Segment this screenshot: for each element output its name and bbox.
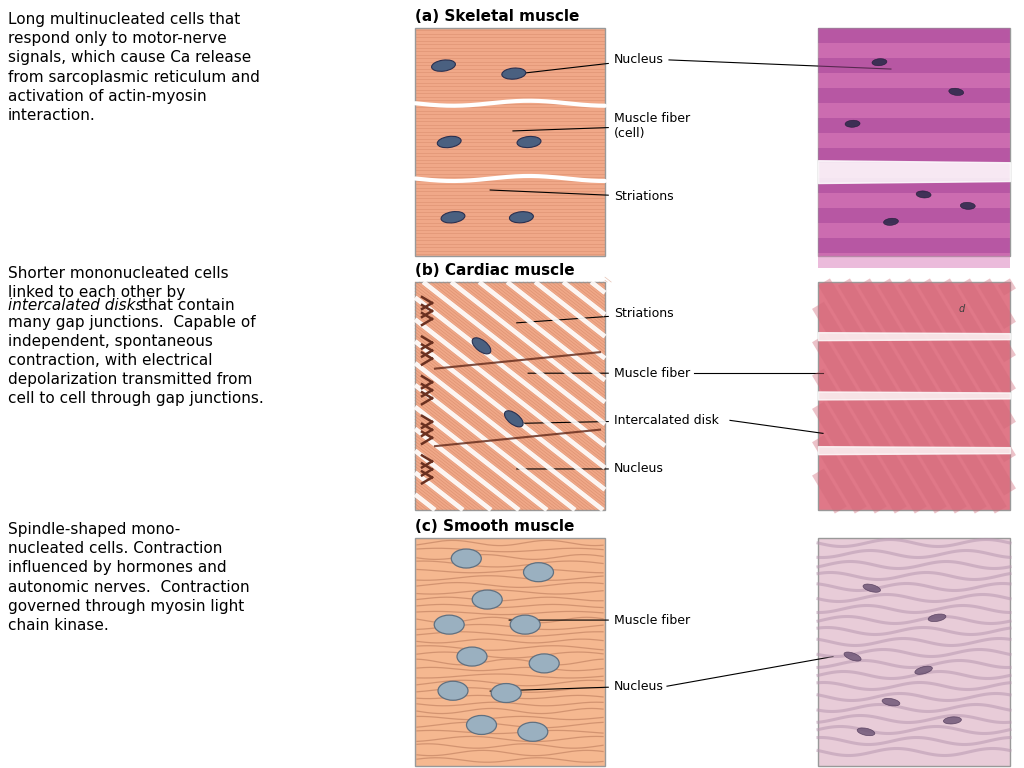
Bar xyxy=(818,88,1010,103)
Bar xyxy=(818,28,1010,43)
Text: Nucleus: Nucleus xyxy=(489,680,664,693)
Ellipse shape xyxy=(916,191,931,198)
Text: Striations: Striations xyxy=(489,190,674,204)
Bar xyxy=(818,193,1010,208)
Bar xyxy=(415,28,605,256)
Text: Muscle fiber: Muscle fiber xyxy=(509,614,690,627)
Ellipse shape xyxy=(457,647,487,666)
Bar xyxy=(818,163,1010,178)
Text: intercalated disks: intercalated disks xyxy=(8,298,143,313)
Bar xyxy=(818,538,1010,766)
Ellipse shape xyxy=(431,60,456,71)
Text: Muscle fiber
(cell): Muscle fiber (cell) xyxy=(513,112,690,140)
Text: d: d xyxy=(958,304,966,314)
Ellipse shape xyxy=(505,411,523,427)
Text: Shorter mononucleated cells
linked to each other by: Shorter mononucleated cells linked to ea… xyxy=(8,266,228,319)
Ellipse shape xyxy=(845,121,860,127)
Text: (a) Skeletal muscle: (a) Skeletal muscle xyxy=(415,9,580,24)
Ellipse shape xyxy=(844,652,861,661)
Ellipse shape xyxy=(884,218,898,225)
Ellipse shape xyxy=(467,716,497,734)
Bar xyxy=(818,223,1010,238)
Ellipse shape xyxy=(472,590,502,609)
Text: Intercalated disk: Intercalated disk xyxy=(522,414,719,427)
Text: Nucleus: Nucleus xyxy=(516,462,664,475)
Text: Nucleus: Nucleus xyxy=(522,54,664,73)
Text: that contain: that contain xyxy=(142,298,234,313)
Ellipse shape xyxy=(434,615,464,634)
Ellipse shape xyxy=(949,88,964,95)
Ellipse shape xyxy=(882,698,900,706)
Ellipse shape xyxy=(518,722,548,741)
Bar xyxy=(818,43,1010,58)
Bar xyxy=(818,58,1010,73)
Ellipse shape xyxy=(914,666,932,674)
Ellipse shape xyxy=(523,563,554,581)
Bar xyxy=(818,28,1010,256)
Bar xyxy=(415,538,605,766)
Ellipse shape xyxy=(492,684,521,703)
Ellipse shape xyxy=(928,614,946,621)
Ellipse shape xyxy=(452,549,481,568)
Ellipse shape xyxy=(437,136,461,147)
Ellipse shape xyxy=(961,202,975,210)
Ellipse shape xyxy=(510,615,541,634)
Bar xyxy=(818,148,1010,163)
Text: Spindle-shaped mono-
nucleated cells. Contraction
influenced by hormones and
aut: Spindle-shaped mono- nucleated cells. Co… xyxy=(8,522,250,633)
Ellipse shape xyxy=(441,211,465,223)
Ellipse shape xyxy=(472,338,490,354)
Ellipse shape xyxy=(872,58,887,66)
Ellipse shape xyxy=(529,654,559,673)
Text: many gap junctions.  Capable of
independent, spontaneous
contraction, with elect: many gap junctions. Capable of independe… xyxy=(8,315,264,406)
Text: Striations: Striations xyxy=(516,307,674,323)
Ellipse shape xyxy=(517,137,541,147)
Ellipse shape xyxy=(502,68,525,79)
Ellipse shape xyxy=(509,212,534,223)
Bar xyxy=(818,178,1010,193)
Bar xyxy=(818,253,1010,268)
Text: Long multinucleated cells that
respond only to motor-nerve
signals, which cause : Long multinucleated cells that respond o… xyxy=(8,12,260,123)
Text: (c) Smooth muscle: (c) Smooth muscle xyxy=(415,519,574,534)
Bar xyxy=(818,238,1010,253)
Bar xyxy=(818,133,1010,148)
Bar xyxy=(818,208,1010,223)
Ellipse shape xyxy=(863,584,881,592)
Text: (b) Cardiac muscle: (b) Cardiac muscle xyxy=(415,263,574,278)
Bar xyxy=(415,282,605,510)
Ellipse shape xyxy=(857,728,874,736)
Ellipse shape xyxy=(943,717,962,724)
Bar xyxy=(818,282,1010,510)
Bar xyxy=(818,118,1010,133)
Bar xyxy=(818,103,1010,118)
Text: Muscle fiber: Muscle fiber xyxy=(528,366,690,379)
Bar xyxy=(818,73,1010,88)
Ellipse shape xyxy=(438,681,468,700)
